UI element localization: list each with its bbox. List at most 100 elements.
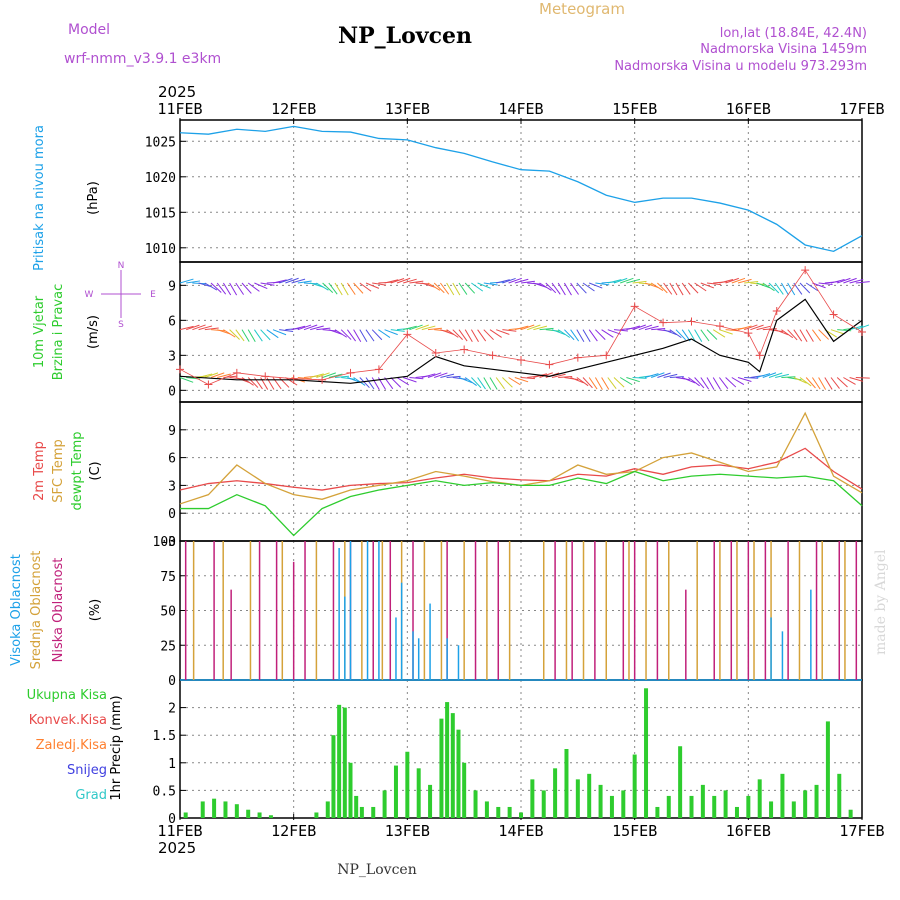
precip-bar bbox=[848, 809, 853, 818]
legend-snow: Snijeg bbox=[67, 763, 107, 778]
wind-arrow bbox=[830, 278, 845, 284]
wind-arrow bbox=[663, 373, 678, 378]
wind-arrow bbox=[775, 329, 789, 336]
precip-title: 1hr Precip (mm) bbox=[109, 695, 124, 800]
dewpt-title: dewpt Temp bbox=[70, 431, 85, 510]
wind-arrow bbox=[558, 376, 573, 378]
ytick-label: 9 bbox=[168, 279, 176, 294]
gust-marker bbox=[744, 329, 753, 338]
date-label-top: 11FEB bbox=[157, 100, 202, 118]
wind-arrow bbox=[805, 282, 819, 292]
wind-arrow bbox=[198, 325, 213, 331]
wind-arrow bbox=[533, 325, 548, 331]
precip-bar bbox=[530, 779, 535, 818]
wind-arrow bbox=[396, 377, 410, 386]
wind-arrow bbox=[799, 282, 811, 294]
wind-arrow bbox=[179, 325, 194, 331]
wind-arrow bbox=[365, 377, 375, 390]
precip-bar bbox=[564, 749, 569, 818]
wind-arrow bbox=[818, 377, 827, 390]
wind-arrow bbox=[241, 282, 252, 294]
wind-arrow bbox=[272, 279, 287, 284]
wind-arrow bbox=[651, 327, 666, 331]
wind-arrow bbox=[241, 329, 250, 342]
wind-arrow bbox=[483, 282, 498, 286]
precip-bar bbox=[234, 804, 239, 818]
wind-speed-line bbox=[179, 298, 863, 384]
wind-arrow bbox=[725, 277, 739, 284]
wind-arrow bbox=[446, 282, 455, 296]
precip-bar bbox=[769, 801, 774, 818]
ytick-label: 3 bbox=[168, 349, 176, 364]
gust-marker bbox=[858, 328, 866, 336]
wind-arrow bbox=[371, 377, 380, 390]
wind-arrow bbox=[427, 282, 441, 291]
gust-marker bbox=[755, 351, 764, 360]
wind-arrow bbox=[768, 372, 783, 378]
wind-arrow bbox=[359, 377, 370, 389]
wind-arrow bbox=[843, 377, 856, 385]
wind-arrow bbox=[799, 377, 812, 387]
wind-arrow bbox=[421, 373, 436, 378]
wind-arrow bbox=[346, 282, 356, 295]
gust-marker bbox=[374, 365, 383, 374]
gust-marker bbox=[488, 351, 497, 360]
wind-arrow bbox=[471, 377, 482, 389]
wind-arrow bbox=[731, 377, 745, 386]
precip-bar bbox=[541, 790, 546, 818]
wind-arrow bbox=[744, 281, 759, 284]
precip-bar bbox=[183, 812, 188, 818]
wind-arrow bbox=[694, 282, 707, 292]
station-title: NP_Lovcen bbox=[338, 23, 472, 49]
ytick-label: -3 bbox=[160, 535, 176, 550]
wind-subtitle: Brzina i Pravac bbox=[51, 284, 66, 381]
wind-arrow bbox=[613, 277, 628, 284]
wind-arrow bbox=[570, 377, 584, 384]
wind-arrow bbox=[334, 329, 348, 338]
wind-arrow bbox=[316, 282, 329, 291]
wind-arrow bbox=[403, 278, 417, 284]
wind-ylabel: (m/s) bbox=[86, 315, 101, 349]
precip-bar bbox=[382, 790, 387, 818]
ytick-label: 6 bbox=[168, 314, 176, 329]
wind-arrow bbox=[210, 372, 225, 378]
ytick-label: 100 bbox=[153, 535, 176, 550]
wind-arrow bbox=[247, 377, 259, 388]
precip-bar bbox=[484, 801, 489, 818]
wind-arrow bbox=[253, 329, 263, 342]
precip-bar bbox=[496, 806, 501, 818]
wind-arrow bbox=[235, 282, 244, 295]
wind-arrow bbox=[372, 282, 387, 286]
wind-arrow bbox=[626, 325, 641, 331]
wind-arrow bbox=[464, 377, 477, 386]
wind-arrow bbox=[768, 282, 780, 294]
wind-arrow bbox=[279, 278, 293, 284]
sfc-title: SFC Temp bbox=[51, 439, 66, 503]
wind-arrow bbox=[756, 373, 771, 378]
precip-bar bbox=[575, 779, 580, 818]
wind-arrow bbox=[762, 372, 777, 378]
precip-bar bbox=[666, 795, 671, 818]
ytick-label: 1025 bbox=[145, 135, 176, 150]
precip-bar bbox=[354, 795, 359, 818]
gust-marker bbox=[431, 349, 440, 357]
wind-arrow bbox=[322, 282, 334, 293]
wind-arrow bbox=[551, 282, 561, 295]
wind-arrow bbox=[217, 373, 231, 378]
wind-arrow bbox=[346, 329, 356, 342]
wind-arrow bbox=[334, 282, 343, 296]
ytick-label: 0 bbox=[168, 812, 176, 827]
precip-bar bbox=[621, 790, 626, 818]
wind-arrow bbox=[799, 329, 808, 343]
wind-arrow bbox=[328, 373, 343, 378]
wind-arrow bbox=[582, 282, 595, 292]
wind-arrow bbox=[334, 375, 349, 378]
precip-bar bbox=[712, 795, 717, 818]
wind-arrow bbox=[780, 282, 789, 296]
altitude-label: Nadmorska Visina 1459m bbox=[700, 42, 867, 57]
wind-arrow bbox=[700, 377, 710, 390]
precip-bar bbox=[814, 784, 819, 818]
precip-bar bbox=[257, 812, 262, 818]
wind-arrow bbox=[706, 329, 718, 340]
wind-arrow bbox=[204, 282, 218, 291]
